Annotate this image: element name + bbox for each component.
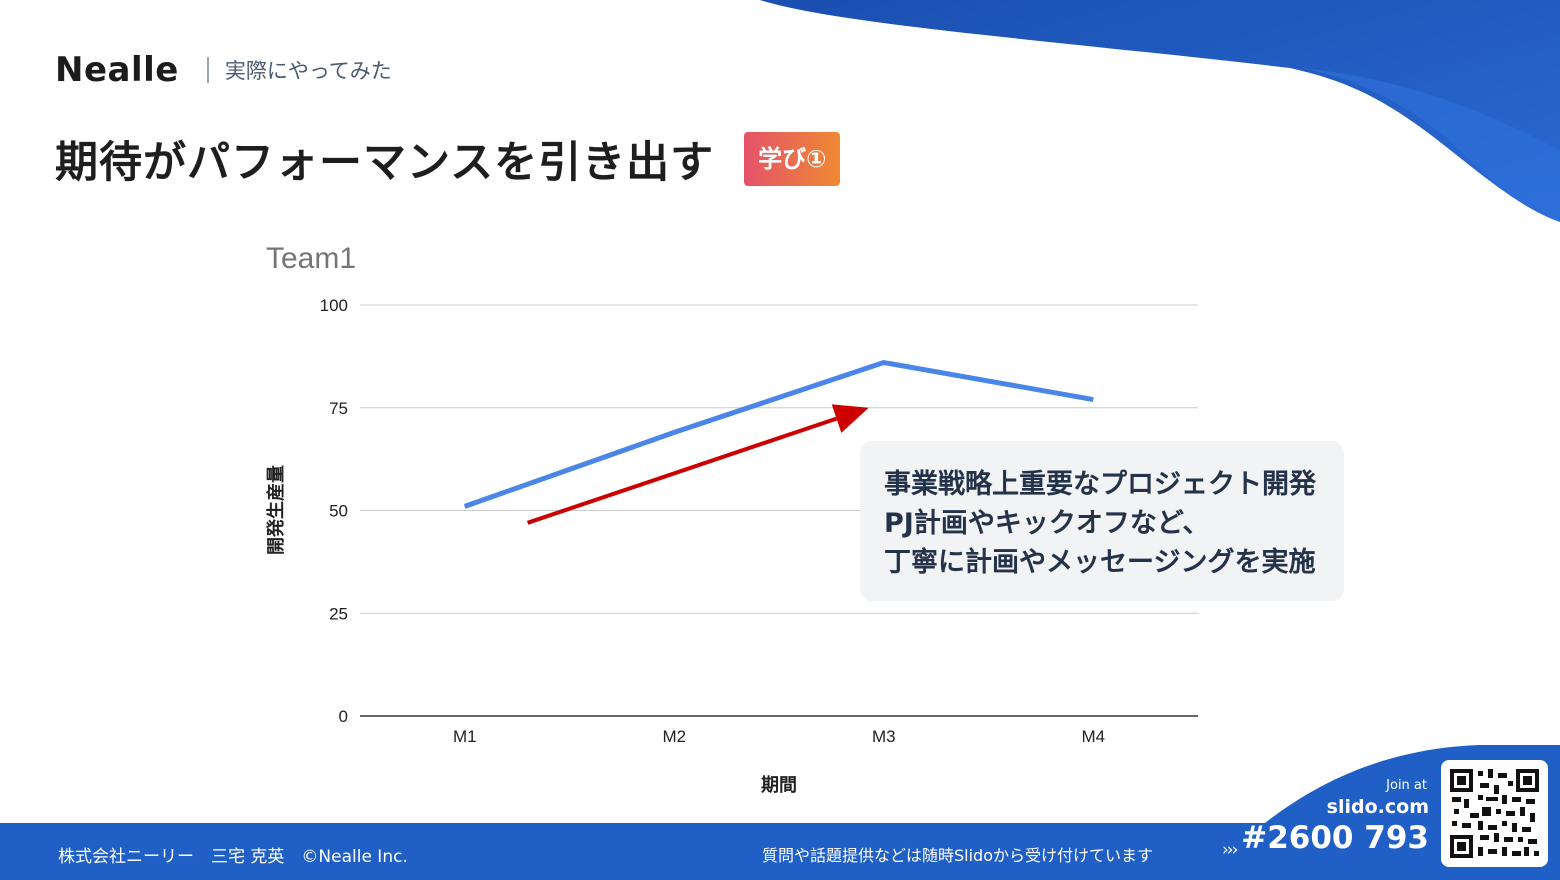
qr-code[interactable] [1441, 760, 1548, 867]
y-axis-ticks: 0 25 50 75 100 [320, 296, 348, 726]
y-tick-label: 100 [320, 296, 348, 315]
y-tick-label: 0 [339, 707, 348, 726]
callout-line-2: PJ計画やキックオフなど、 [884, 508, 1210, 539]
y-axis-label: 開発生産量 [265, 465, 287, 555]
slido-event-code: #2600 793 [1241, 820, 1429, 856]
line-chart: Team1 0 25 50 75 100 M1 M2 M3 M4 開発生産量 期間 [265, 242, 1198, 796]
annotation-arrow-head [831, 404, 869, 433]
title-row: 期待がパフォーマンスを引き出す 学び① [55, 128, 841, 190]
annotation-arrow-shaft [526, 416, 838, 525]
chart-series [463, 360, 1094, 509]
footer-slido-notice: 質問や話題提供などは随時Slidoから受け付けています [762, 846, 1153, 865]
section-subtitle: 実際にやってみた [224, 59, 392, 83]
y-tick-label: 50 [329, 502, 348, 521]
learning-badge: 学び① [744, 132, 841, 186]
chart-title: Team1 [266, 242, 356, 275]
brand-divider [206, 57, 209, 83]
brand-header: Nealle 実際にやってみた [55, 50, 392, 90]
qr-code-icon [1450, 769, 1539, 858]
slido-url[interactable]: slido.com [1326, 796, 1429, 818]
x-tick-label: M4 [1081, 727, 1105, 746]
annotation-callout: 事業戦略上重要なプロジェクト開発 PJ計画やキックオフなど、 丁寧に計画やメッセ… [860, 441, 1344, 601]
footer-copyright: 株式会社ニーリー 三宅 克英 ©Nealle Inc. [58, 847, 408, 867]
x-tick-label: M2 [662, 727, 686, 746]
chart-annotation [526, 404, 869, 525]
callout-line-1: 事業戦略上重要なプロジェクト開発 [884, 469, 1316, 500]
y-tick-label: 25 [329, 604, 348, 623]
x-axis-ticks: M1 M2 M3 M4 [453, 727, 1105, 746]
footer-bar: 株式会社ニーリー 三宅 克英 ©Nealle Inc. 質問や話題提供などは随時… [0, 823, 1560, 880]
y-tick-label: 75 [329, 399, 348, 418]
nealle-logo: Nealle [55, 50, 179, 90]
chevrons-right-icon: ››› [1222, 840, 1238, 860]
page-title: 期待がパフォーマンスを引き出す [55, 138, 715, 188]
x-tick-label: M3 [872, 727, 896, 746]
x-tick-label: M1 [453, 727, 477, 746]
callout-line-3: 丁寧に計画やメッセージングを実施 [884, 547, 1316, 578]
series-line [463, 360, 1094, 509]
slido-join-label: Join at [1386, 778, 1427, 793]
x-axis-label: 期間 [761, 775, 797, 796]
